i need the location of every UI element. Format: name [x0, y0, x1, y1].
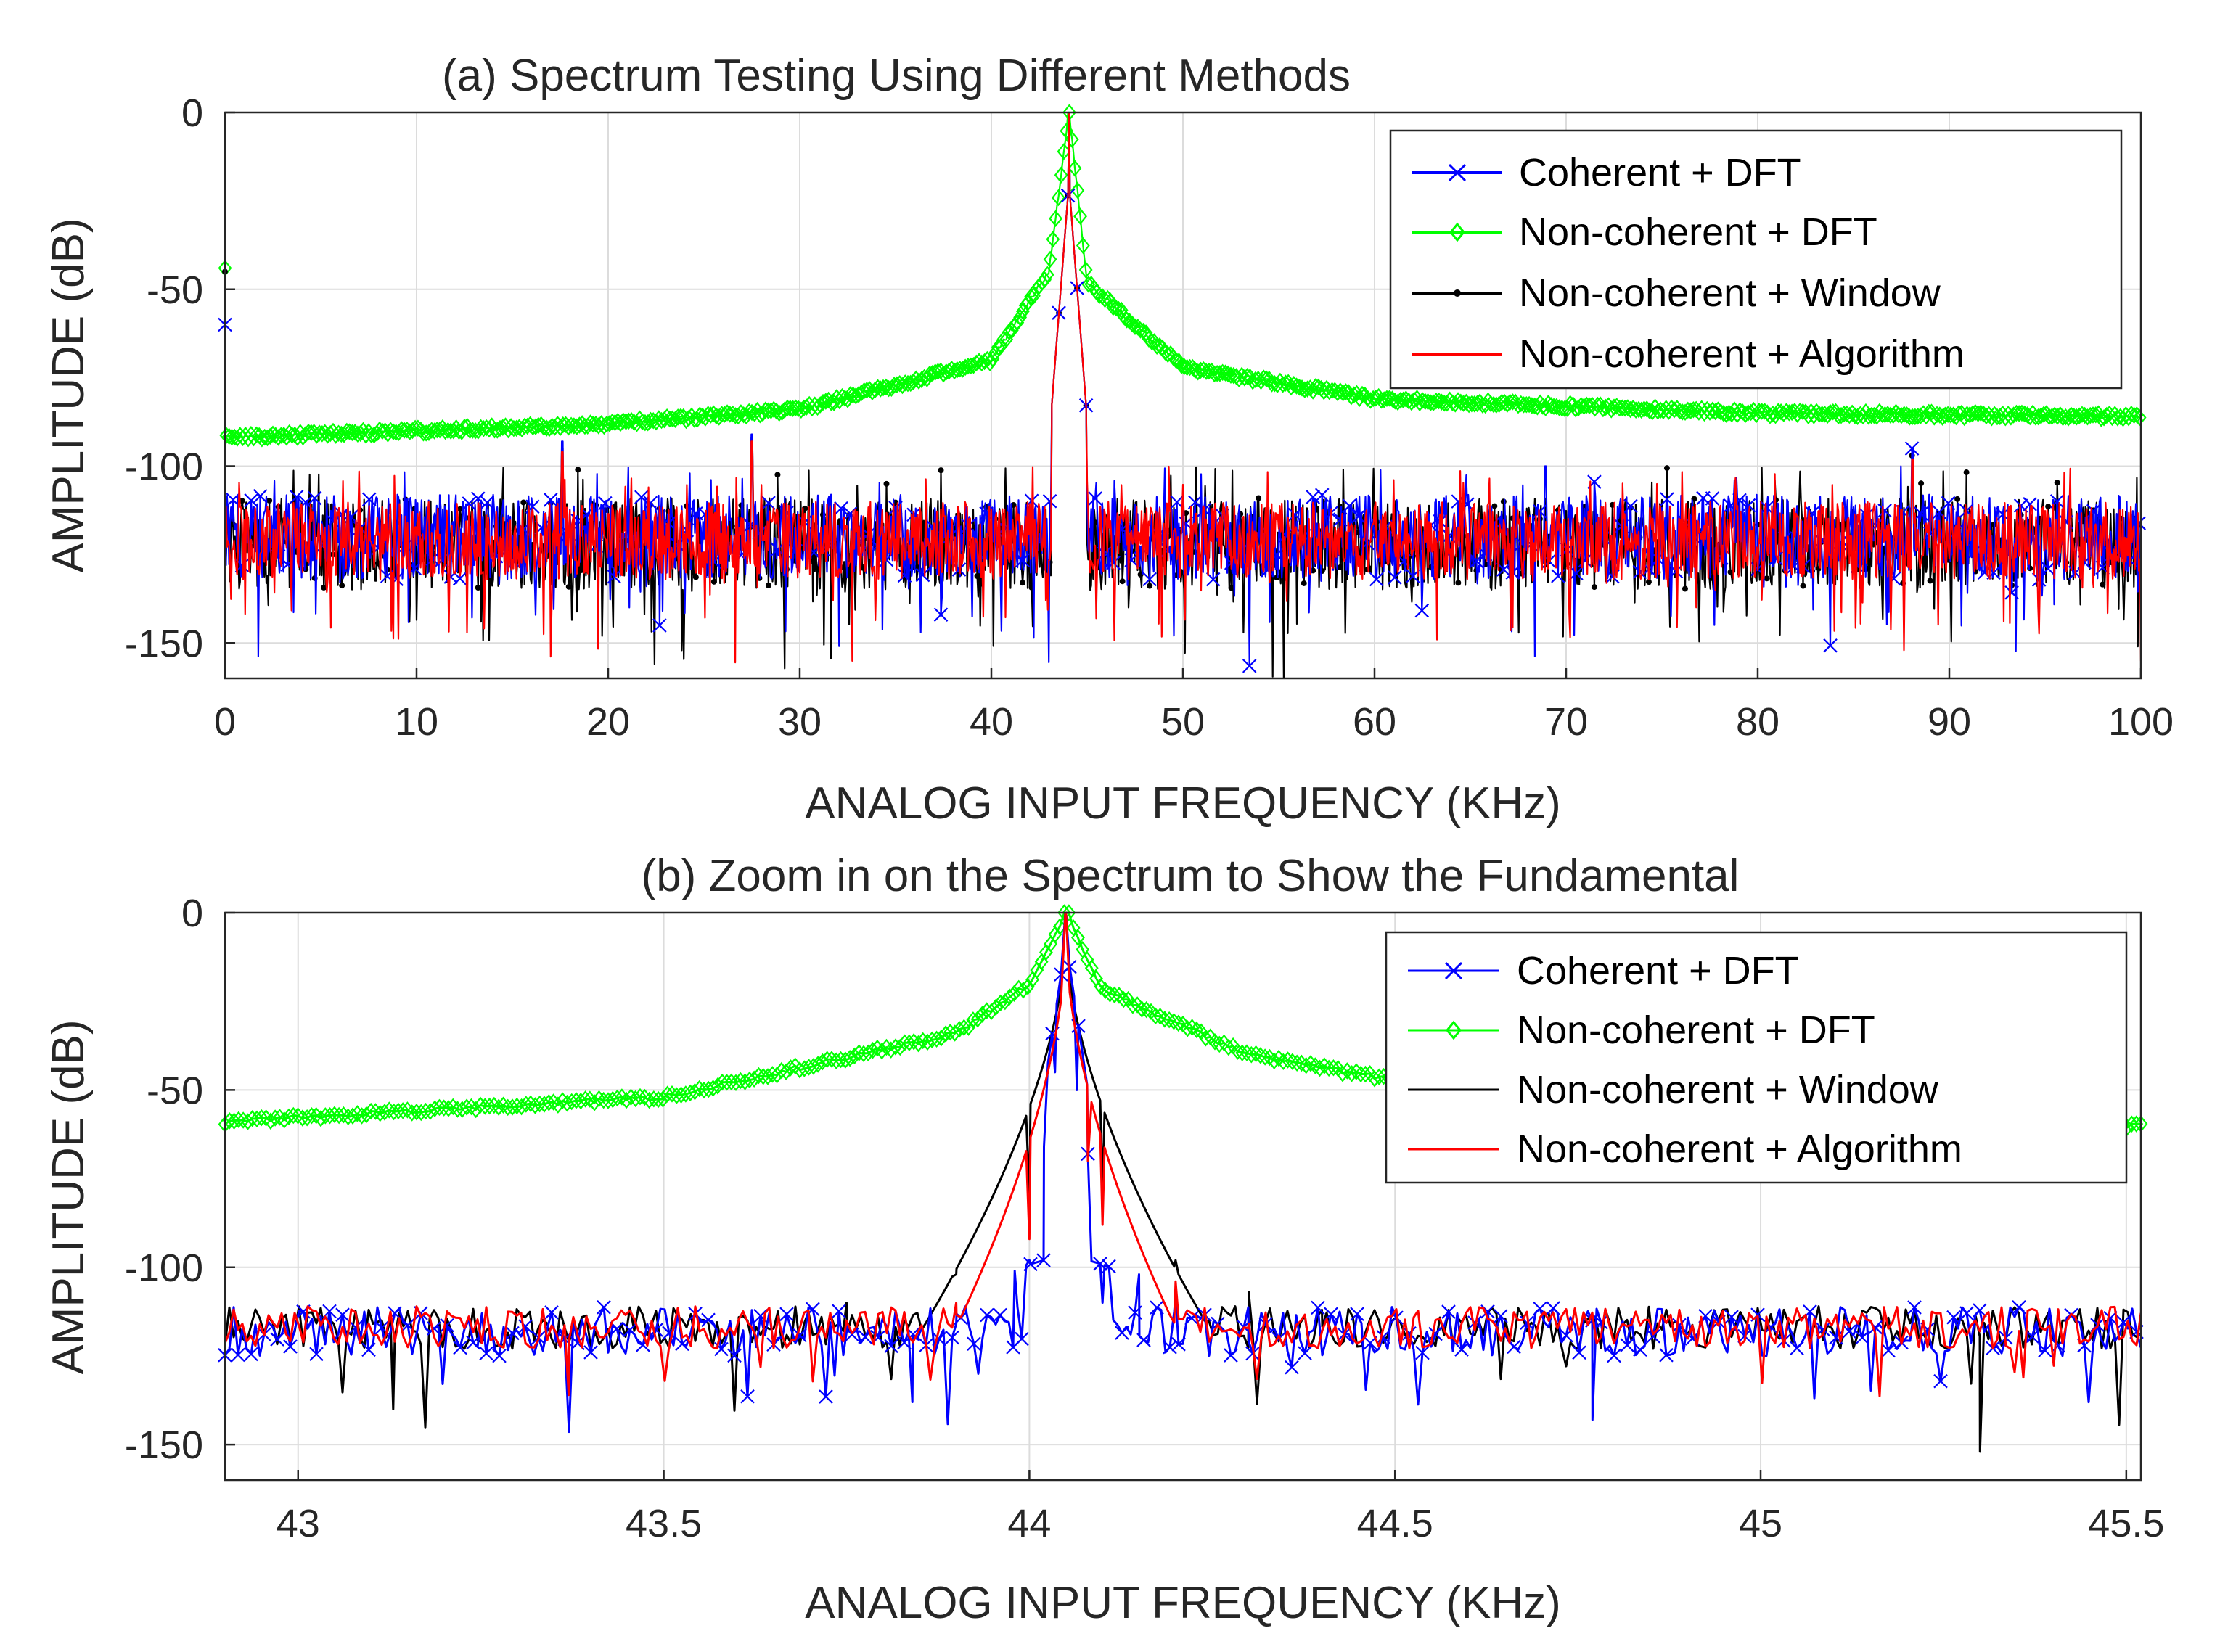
panel-a-marker-star	[1555, 507, 1561, 513]
panel-a-marker-star	[938, 467, 944, 473]
panel-a-marker-star	[2100, 582, 2105, 588]
panel-a-marker-star	[1801, 583, 1806, 589]
panel-a-marker-star	[1147, 583, 1152, 589]
panel-a-marker-star	[693, 575, 699, 580]
panel-a-marker-star	[766, 583, 771, 588]
panel-a-marker-star	[566, 584, 572, 590]
panel-b-legend-label-noncoherent-dft: Non-coherent + DFT	[1517, 1008, 1875, 1052]
panel-b-x-axis-label: ANALOG INPUT FREQUENCY (KHz)	[805, 1578, 1561, 1628]
panel-a-x-tick-label: 30	[778, 700, 822, 744]
panel-a-marker-star	[1491, 504, 1497, 509]
panel-a-x-tick-label: 60	[1353, 700, 1396, 744]
panel-b-legend: Coherent + DFT Non-coherent + DFT Non-co…	[1386, 932, 2126, 1183]
panel-a-marker-star	[1682, 585, 1688, 591]
panel-a-y-tick-label: -50	[147, 268, 203, 312]
panel-a-marker-star	[883, 481, 889, 487]
panel-b-x-tick-label: 45	[1739, 1502, 1782, 1545]
panel-a-marker-star	[1455, 580, 1461, 585]
panel-a-marker-star	[1301, 580, 1307, 586]
panel-a-legend-label-noncoherent-dft: Non-coherent + DFT	[1519, 210, 1877, 254]
panel-a-legend-label-noncoherent-window: Non-coherent + Window	[1519, 271, 1941, 315]
panel-b-title: (b) Zoom in on the Spectrum to Show the …	[642, 851, 1740, 901]
panel-a-y-tick-label: -100	[125, 445, 203, 489]
panel-a-x-tick-label: 20	[586, 700, 630, 744]
panel-a-marker-star	[774, 472, 780, 477]
panel-a-marker-star	[975, 573, 980, 579]
panel-a-marker-star	[1928, 578, 1933, 583]
panel-b-y-axis-label: AMPLITUDE (dB)	[44, 1019, 94, 1374]
panel-a-marker-star	[1664, 465, 1670, 471]
panel-a-marker-star	[339, 583, 345, 588]
panel-a-x-tick-label: 80	[1736, 700, 1779, 744]
panel-a-legend-star-marker	[1454, 289, 1461, 297]
panel-a-x-tick-label: 0	[214, 700, 236, 744]
panel-b-x-tick-label: 43.5	[626, 1502, 702, 1545]
panel-a-marker-star	[1020, 580, 1025, 585]
panel-a-marker-star	[1954, 496, 1960, 502]
panel-a-marker-star	[2045, 504, 2051, 509]
panel-a-marker-star	[1864, 566, 1869, 572]
panel-a-marker-star	[303, 566, 308, 572]
panel-a-x-axis-label: ANALOG INPUT FREQUENCY (KHz)	[805, 778, 1561, 829]
panel-a-y-tick-label: -150	[125, 622, 203, 665]
panel-a-x-tick-label: 90	[1928, 700, 1971, 744]
panel-a-x-tick-label: 10	[395, 700, 438, 744]
panel-b-y-tick-label: -150	[125, 1423, 203, 1467]
panel-a-marker-star	[1120, 578, 1126, 584]
panel-a-x-tick-label: 70	[1544, 700, 1588, 744]
panel-a-marker-star	[1274, 575, 1279, 580]
panel-b-y-tick-label: -50	[147, 1069, 203, 1112]
panel-a-marker-star	[266, 498, 272, 504]
panel-b-legend-label-noncoherent-window: Non-coherent + Window	[1517, 1068, 1939, 1111]
panel-a-y-axis-label: AMPLITUDE (dB)	[44, 218, 94, 572]
panel-b-y-tick-label: -100	[125, 1246, 203, 1290]
panel-a-title: (a) Spectrum Testing Using Different Met…	[442, 51, 1351, 101]
panel-b-y-tick-label: 0	[181, 892, 203, 935]
panel-a-marker-star	[1256, 496, 1261, 501]
panel-a-marker-star	[575, 467, 581, 472]
panel-a-legend-label-noncoherent-algorithm: Non-coherent + Algorithm	[1519, 332, 1965, 376]
panel-b-legend-label-coherent-dft: Coherent + DFT	[1517, 949, 1799, 993]
panel-a-y-tick-label: 0	[181, 91, 203, 135]
panel-a-x-tick-label: 40	[970, 700, 1013, 744]
panel-b-x-tick-label: 43	[277, 1502, 320, 1545]
panel-a-marker-star	[520, 500, 526, 506]
panel-a-marker-star	[1501, 498, 1507, 504]
panel-a-legend-label-coherent-dft: Coherent + DFT	[1519, 151, 1801, 194]
panel-a-marker-star	[475, 585, 481, 591]
panel-b-x-tick-label: 44.5	[1357, 1502, 1433, 1545]
panel-a-marker-star	[2055, 480, 2060, 485]
panel-b-legend-label-noncoherent-algorithm: Non-coherent + Algorithm	[1517, 1127, 1962, 1171]
panel-a-x-tick-label: 50	[1161, 700, 1205, 744]
panel-a-marker-star	[1319, 568, 1325, 574]
panel-a-marker-star	[711, 579, 717, 585]
panel-a-marker-star	[1964, 469, 1970, 475]
panel-b-x-tick-label: 45.5	[2088, 1502, 2164, 1545]
panel-b-x-tick-label: 44	[1007, 1502, 1051, 1545]
panel-a-marker-star	[1918, 480, 1924, 486]
panel-a-marker-star	[1338, 564, 1343, 570]
spectrum-figure: (a) Spectrum Testing Using Different Met…	[0, 0, 2220, 1652]
panel-a-legend: Coherent + DFT Non-coherent + DFT Non-co…	[1390, 131, 2121, 388]
panel-a-marker-star	[1592, 584, 1597, 590]
panel-a-x-tick-label: 100	[2108, 700, 2174, 744]
